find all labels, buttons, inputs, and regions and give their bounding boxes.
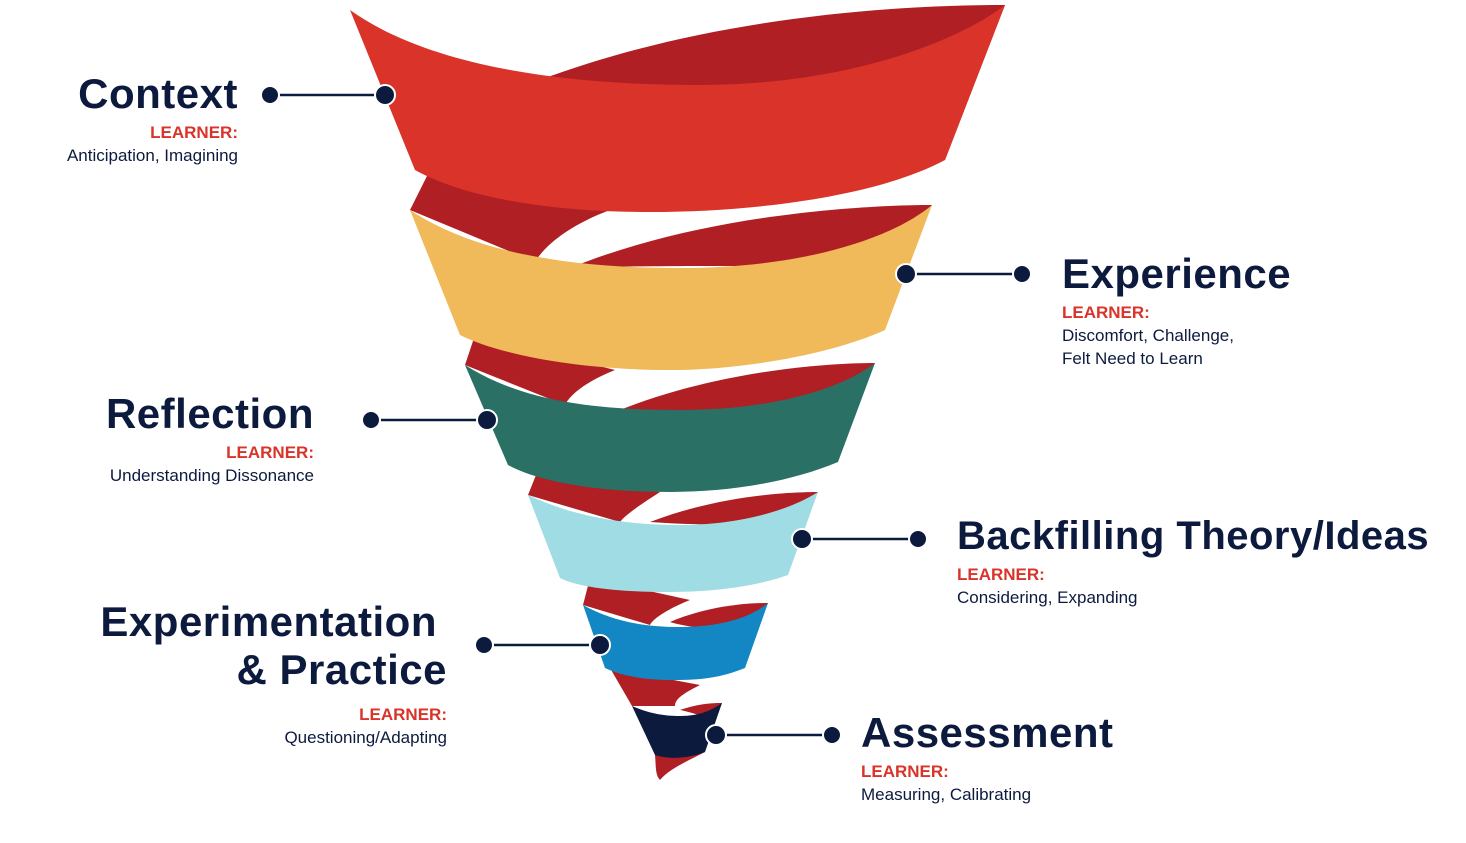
connector-dots xyxy=(260,84,1032,746)
band-experimentation xyxy=(583,603,768,680)
label-experimentation: Experimentation & Practice LEARNER: Ques… xyxy=(100,598,447,749)
learner-tag: LEARNER: xyxy=(226,443,314,462)
stage-desc: Understanding Dissonance xyxy=(109,466,314,485)
label-experience: Experience LEARNER: Discomfort, Challeng… xyxy=(1062,250,1291,370)
label-context: Context LEARNER: Anticipation, Imagining xyxy=(67,70,238,167)
stage-desc: Anticipation, Imagining xyxy=(66,146,238,165)
stage-desc: Measuring, Calibrating xyxy=(861,785,1032,804)
band-context xyxy=(350,5,1005,212)
learner-tag: LEARNER: xyxy=(957,565,1045,584)
label-backfilling: Backfilling Theory/Ideas LEARNER: Consid… xyxy=(957,512,1429,609)
stage-desc: Discomfort, Challenge, xyxy=(1062,326,1234,345)
learner-tag: LEARNER: xyxy=(1062,303,1150,322)
learner-tag: LEARNER: xyxy=(861,762,949,781)
stage-title: Experience xyxy=(1062,250,1292,297)
band-experience xyxy=(410,205,932,370)
stage-desc: Questioning/Adapting xyxy=(284,728,447,747)
learner-tag: LEARNER: xyxy=(359,705,447,724)
stage-title: Reflection xyxy=(105,390,314,437)
band-backfilling xyxy=(528,492,818,592)
stage-title: Experimentation xyxy=(100,598,437,645)
label-assessment: Assessment LEARNER: Measuring, Calibrati… xyxy=(861,709,1113,806)
label-reflection: Reflection LEARNER: Understanding Disson… xyxy=(106,390,314,487)
connectors xyxy=(270,93,1022,737)
stage-title: Backfilling Theory/Ideas xyxy=(957,514,1430,558)
band-reflection xyxy=(465,363,875,492)
stage-desc-2: Felt Need to Learn xyxy=(1062,349,1203,368)
stage-title: Assessment xyxy=(861,709,1114,756)
learner-tag: LEARNER: xyxy=(150,123,238,142)
band-assessment xyxy=(632,703,722,758)
stage-title-2: & Practice xyxy=(236,646,447,693)
stage-desc: Considering, Expanding xyxy=(957,588,1138,607)
stage-title: Context xyxy=(78,70,238,117)
